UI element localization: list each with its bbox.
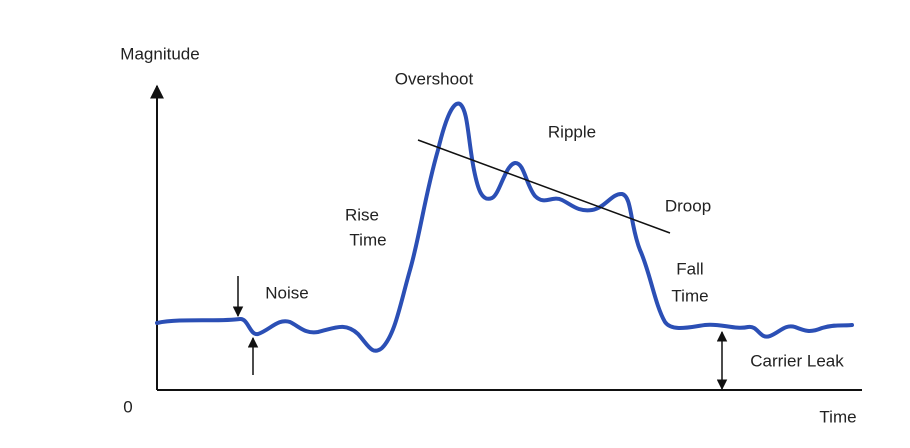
noise-label: Noise [265,283,308,302]
droop-label: Droop [665,196,711,215]
y-axis-label: Magnitude [120,44,199,63]
rise-time-label: Rise [345,205,379,224]
origin-label: 0 [123,397,132,416]
pulse-curve [155,101,854,353]
carrier-leak-label: Carrier Leak [750,351,844,370]
ripple-label: Ripple [548,122,596,141]
fall-time-label: Fall [676,259,703,278]
x-axis-label: Time [819,407,856,426]
rise-time-label: Time [349,230,386,249]
fall-time-label: Time [671,286,708,305]
droop-line [417,139,671,234]
overshoot-label: Overshoot [395,69,474,88]
